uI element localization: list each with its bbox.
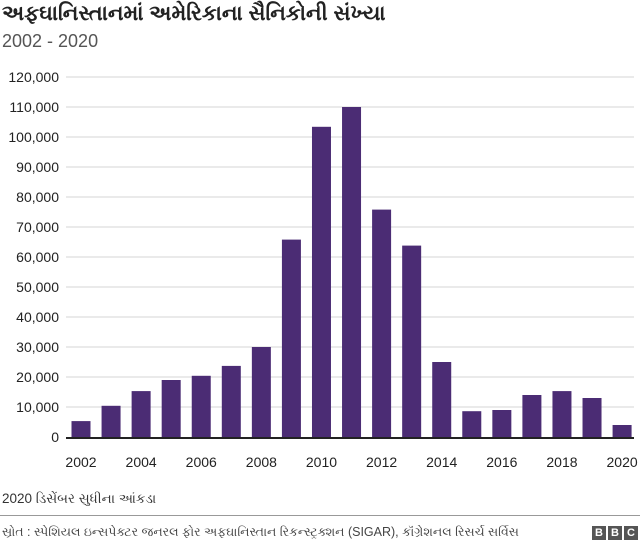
x-tick-label: 2014 [426,454,457,470]
bar-2014 [432,362,452,437]
bar-2012 [372,209,392,437]
y-tick-label: 120,000 [8,69,59,85]
y-tick-label: 70,000 [16,219,59,235]
bar-2009 [281,239,301,437]
bar-2019 [582,398,602,437]
x-tick-label: 2020 [607,454,638,470]
bbc-logo: B B C [592,526,638,540]
bbc-logo-b2: B [608,526,622,540]
divider [0,515,640,516]
y-tick-label: 50,000 [16,279,59,295]
x-tick-label: 2002 [65,454,96,470]
x-tick-label: 2016 [486,454,517,470]
chart-subtitle: 2002 - 2020 [2,31,99,51]
bar-2015 [462,411,482,437]
bar-2003 [101,405,121,437]
y-tick-label: 10,000 [16,399,59,415]
x-tick-label: 2012 [366,454,397,470]
bar-2011 [342,107,362,437]
x-tick-label: 2004 [126,454,157,470]
y-tick-label: 30,000 [16,339,59,355]
bar-2007 [221,365,241,437]
bar-2002 [71,421,91,437]
bbc-logo-c: C [624,526,638,540]
y-tick-label: 60,000 [16,249,59,265]
y-tick-label: 110,000 [9,99,59,115]
y-tick-label: 20,000 [16,369,59,385]
y-tick-label: 40,000 [16,309,59,325]
bar-2005 [161,380,181,437]
bar-2017 [522,395,542,437]
bar-2006 [191,375,211,437]
bar-2016 [492,410,512,437]
source-text: સ્રોત : સ્પેશિયલ ઇન્સપેક્ટર જનરલ ફોર અફઘ… [2,525,519,539]
x-tick-label: 2008 [246,454,277,470]
x-tick-label: 2018 [546,454,577,470]
bar-2008 [251,347,271,437]
y-tick-label: 0 [51,429,59,445]
y-tick-label: 90,000 [16,159,59,175]
chart-title: અફઘાનિસ્તાનમાં અમેરિકાના સૈનિકોની સંખ્યા [2,2,386,25]
y-tick-label: 80,000 [16,189,59,205]
bar-2018 [552,391,572,437]
data-note: 2020 ડિસેંબર સુધીના આંકડા [2,491,157,506]
bar-chart: 0 10,000 20,000 30,000 40,000 50,000 60,000 70,… [8,69,638,470]
bar-2013 [402,245,422,437]
bar-2010 [311,126,331,438]
bar-2020 [612,425,632,437]
x-tick-label: 2006 [186,454,217,470]
x-tick-label: 2010 [306,454,337,470]
y-tick-label: 100,000 [8,129,59,145]
bar-2004 [131,391,151,437]
bbc-logo-b1: B [592,526,606,540]
